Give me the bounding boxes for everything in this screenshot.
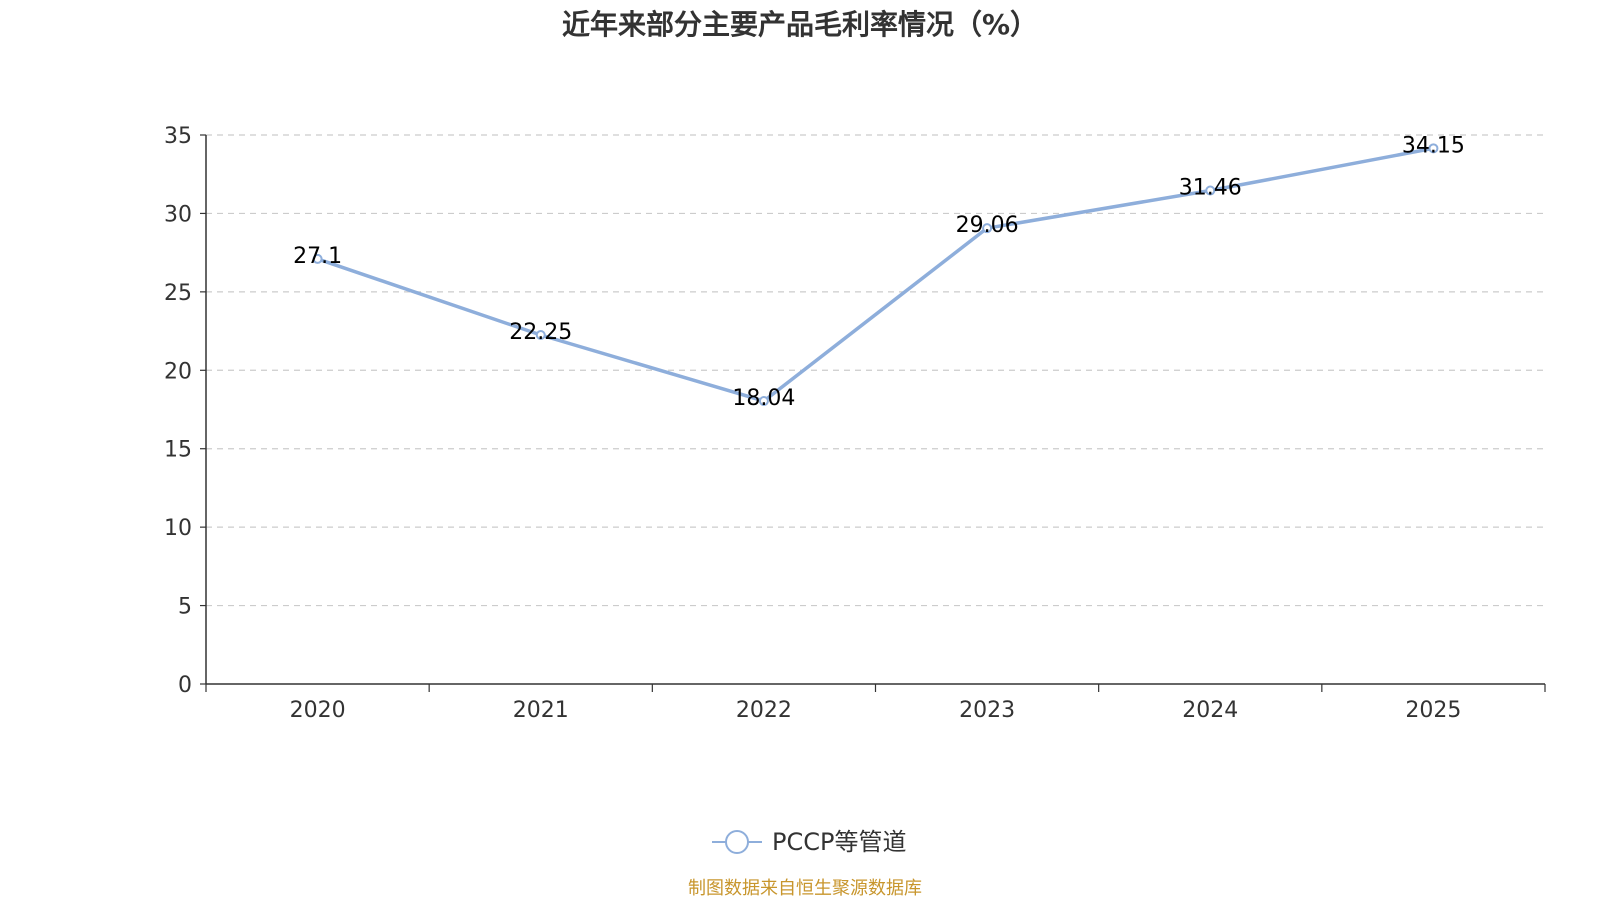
data-labels: 27.1 22.25 18.04 29.06 31.46 34.15 [293,133,1465,411]
series-line [315,146,1436,403]
data-label: 18.04 [732,386,795,411]
data-label: 34.15 [1402,133,1465,158]
data-label: 29.06 [956,213,1019,238]
chart-title: 近年来部分主要产品毛利率情况（%） [562,8,1038,41]
data-label: 27.1 [293,244,342,269]
x-tick-label: 2024 [1182,698,1238,723]
gridlines [206,134,1545,607]
x-tick-label: 2021 [513,698,569,723]
y-tick-label: 25 [164,281,192,306]
x-tick-label: 2025 [1405,698,1461,723]
data-point[interactable] [1205,185,1216,196]
y-tick-label: 10 [164,516,192,541]
data-point[interactable] [758,396,769,407]
data-label: 22.25 [509,320,572,345]
data-point[interactable] [535,329,546,340]
data-point[interactable] [982,223,993,234]
series-layer [312,143,1439,407]
legend-label: PCCP等管道 [772,828,906,856]
source-note: 制图数据来自恒生聚源数据库 [688,878,922,899]
data-point[interactable] [1428,143,1439,154]
x-tick-label: 2022 [736,698,792,723]
legend[interactable]: PCCP等管道 [712,828,906,856]
y-tick-label: 20 [164,359,192,384]
x-tick-label: 2023 [959,698,1015,723]
y-tick-label: 15 [164,438,192,463]
y-tick-label: 0 [178,673,192,698]
y-tick-label: 30 [164,202,192,227]
legend-marker-icon [725,830,749,854]
y-tick-label: 5 [178,595,192,620]
data-label: 31.46 [1179,176,1242,201]
y-tick-label: 35 [164,124,192,149]
data-point[interactable] [312,253,323,264]
x-tick-label: 2020 [290,698,346,723]
